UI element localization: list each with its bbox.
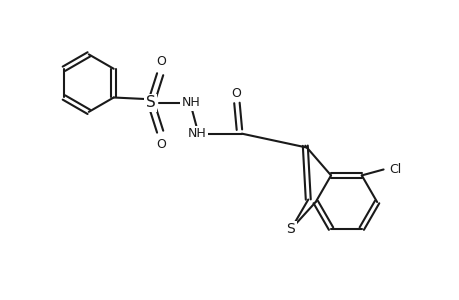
Text: S: S [286, 222, 295, 236]
Text: S: S [146, 95, 155, 110]
Text: Cl: Cl [388, 163, 400, 176]
Text: O: O [230, 86, 241, 100]
Text: NH: NH [182, 96, 200, 110]
Text: O: O [157, 138, 166, 151]
Text: O: O [157, 55, 166, 68]
Text: NH: NH [188, 127, 206, 140]
